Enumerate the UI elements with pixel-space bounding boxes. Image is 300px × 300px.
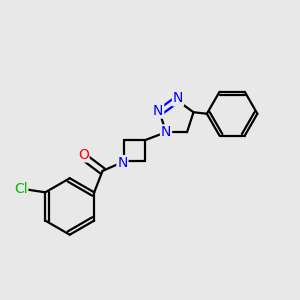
Text: N: N <box>117 156 128 170</box>
Text: N: N <box>153 104 163 118</box>
Text: N: N <box>173 92 183 105</box>
Text: Cl: Cl <box>14 182 27 197</box>
Text: N: N <box>161 125 171 139</box>
Text: O: O <box>78 148 88 162</box>
